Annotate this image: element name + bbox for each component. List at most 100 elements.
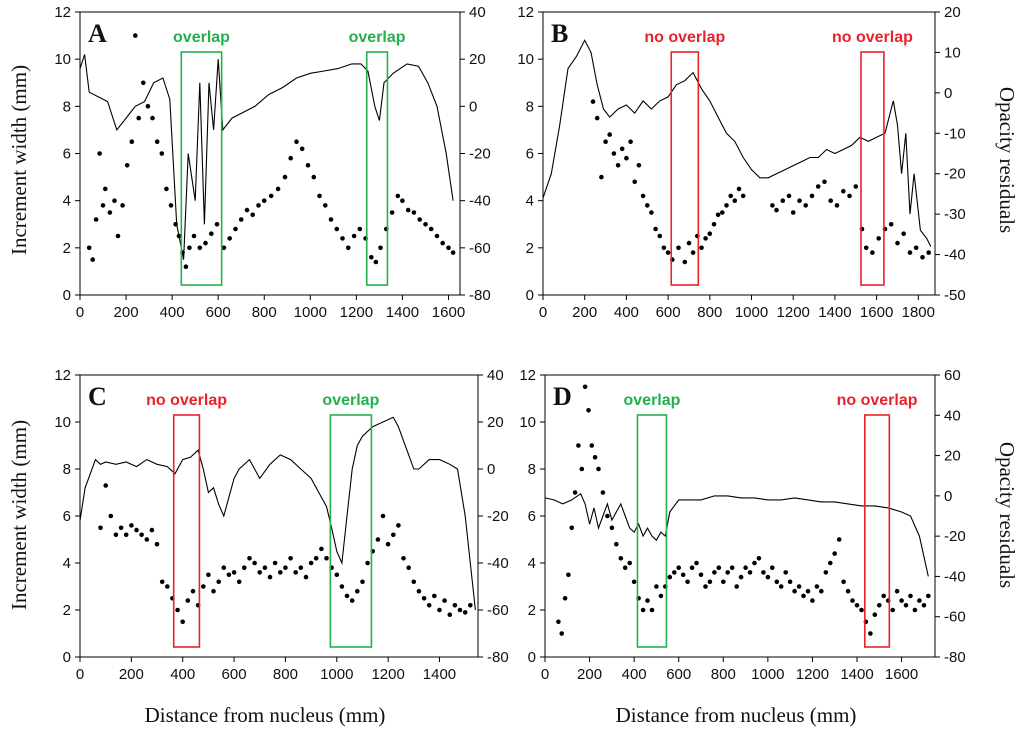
increment-width-point (636, 163, 642, 168)
x-tick-label: 200 (572, 304, 597, 321)
increment-width-point (187, 245, 192, 251)
y-left-tick-label: 0 (526, 287, 534, 304)
increment-width-point (913, 245, 919, 251)
y-left-tick-label: 8 (63, 98, 71, 115)
increment-width-point (665, 250, 671, 255)
increment-width-point (819, 588, 824, 594)
increment-width-point (720, 210, 725, 215)
y-right-tick-label: -50 (944, 287, 966, 304)
region-no-overlap-label: no overlap (146, 392, 227, 409)
increment-width-point (124, 163, 130, 168)
increment-width-point (809, 193, 815, 199)
increment-width-point (242, 565, 247, 570)
increment-width-point (868, 631, 873, 636)
increment-width-point (396, 523, 401, 528)
y-right-tick-label: 60 (944, 367, 961, 384)
panel-a: 0 200 400 600 800 1000 1200 1400 1600024681012-8… (54, 4, 490, 321)
increment-width-point (854, 603, 860, 608)
increment-width-point (676, 245, 681, 251)
increment-width-point (853, 184, 859, 189)
increment-width-point (780, 198, 786, 203)
increment-width-point (400, 198, 405, 203)
increment-width-point (881, 593, 886, 599)
increment-width-point (917, 598, 922, 603)
increment-width-point (103, 186, 108, 192)
panel-c-frame (79, 374, 479, 658)
increment-width-point (311, 174, 317, 180)
increment-width-point (747, 570, 753, 575)
x-tick-label: 1400 (386, 304, 419, 321)
increment-width-point (154, 139, 160, 144)
increment-width-point (920, 254, 925, 260)
panel-c: 0 200 400 600 800 1000 1200 1400024681012-80-60… (54, 367, 508, 683)
increment-width-point (569, 525, 574, 531)
y-left-tick-label: 2 (528, 602, 536, 619)
increment-width-point (680, 572, 686, 578)
panel-letter: C (88, 382, 107, 411)
x-tick-label: 1200 (340, 304, 373, 321)
y-right-tick-label: -60 (944, 609, 966, 626)
increment-width-point (832, 551, 837, 556)
x-tick-label: 600 (656, 304, 681, 321)
y-right-tick-label: 0 (944, 85, 952, 102)
increment-width-point (649, 607, 655, 613)
y-right-tick-label: 0 (487, 461, 495, 478)
y-right-tick-label: -40 (469, 193, 491, 210)
y-left-tick-label: 6 (528, 508, 536, 525)
increment-width-point (926, 250, 931, 255)
increment-width-point (576, 443, 581, 448)
increment-width-point (141, 80, 146, 86)
x-tick-label: 1000 (294, 304, 327, 321)
increment-width-point (175, 607, 180, 613)
increment-width-point (201, 584, 206, 589)
increment-width-point (667, 574, 673, 580)
y-right-tick-label: -80 (944, 649, 966, 666)
increment-width-point (605, 513, 610, 519)
x-tick-label: 800 (697, 304, 722, 321)
increment-width-point (716, 565, 722, 570)
increment-width-point (154, 541, 160, 547)
increment-width-point (120, 203, 125, 208)
increment-width-point (389, 210, 395, 215)
y-right-tick-label: 20 (487, 414, 504, 431)
increment-width-point (227, 236, 232, 241)
increment-width-point (293, 570, 299, 575)
increment-width-point (457, 607, 463, 613)
increment-width-point (452, 603, 458, 608)
increment-width-point (615, 163, 621, 168)
increment-width-point (640, 193, 646, 199)
increment-width-point (369, 254, 374, 260)
increment-width-point (589, 443, 595, 448)
region-no-overlap-label: no overlap (832, 29, 913, 46)
increment-width-point (278, 570, 283, 575)
increment-width-point (654, 584, 659, 589)
region-no-overlap-label: no overlap (644, 29, 725, 46)
y-left-tick-label: 0 (63, 287, 71, 304)
region-overlap-label: overlap (173, 29, 230, 46)
increment-width-point (888, 222, 894, 227)
increment-width-point (185, 598, 191, 603)
y-left-tick-label: 6 (63, 146, 71, 163)
increment-width-point (319, 546, 324, 552)
increment-width-point (190, 588, 196, 594)
increment-width-point (721, 579, 726, 585)
increment-width-point (579, 466, 585, 472)
increment-width-point (632, 179, 637, 185)
increment-width-point (556, 619, 561, 625)
x-tick-label: 0 (541, 666, 549, 683)
y-left-tick-label: 8 (63, 461, 71, 478)
increment-width-point (689, 565, 695, 570)
increment-width-point (699, 245, 704, 251)
x-tick-label: 400 (170, 666, 195, 683)
increment-width-point (600, 490, 606, 495)
increment-width-point (339, 584, 345, 589)
increment-width-point (432, 593, 437, 599)
x-axis-title-left: Distance from nucleus (mm) (145, 703, 386, 727)
increment-width-point (221, 565, 227, 570)
increment-width-point (890, 607, 895, 613)
increment-width-point (685, 579, 690, 585)
region-overlap-label: overlap (322, 392, 379, 409)
increment-width-point (416, 588, 422, 594)
increment-width-point (631, 579, 637, 585)
